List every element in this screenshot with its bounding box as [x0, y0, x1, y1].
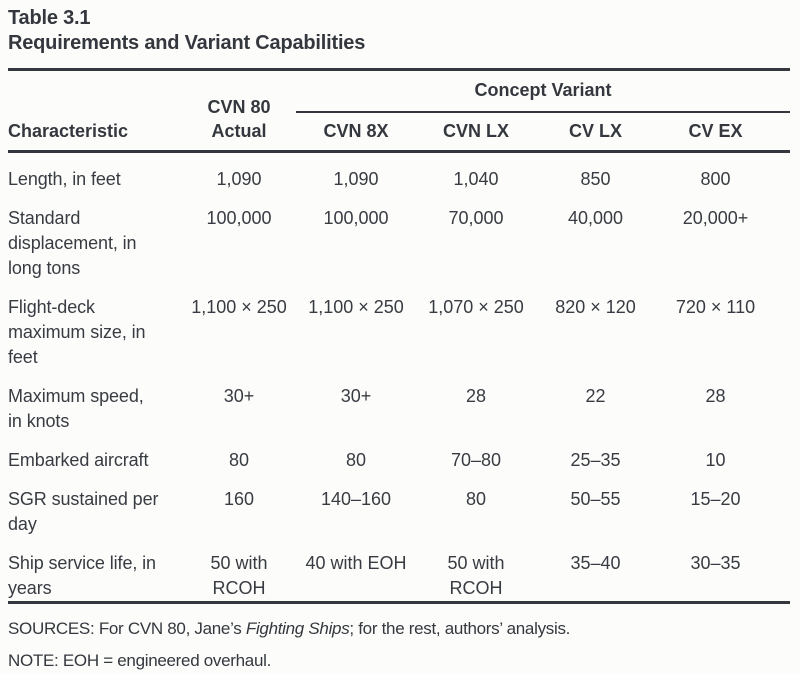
sources-suffix: ; for the rest, authors’ analysis.	[349, 619, 571, 638]
cell-value: 800	[700, 169, 731, 189]
cell-value: 1,100 × 250	[308, 297, 404, 317]
cell-value: 820 × 120	[555, 297, 636, 317]
cell-value: 70,000	[448, 208, 504, 228]
variant-header-cvex: CV EX	[655, 111, 791, 153]
cell-value: 1,090	[333, 169, 379, 189]
cvn80-actual-header: CVN 80 Actual	[182, 69, 296, 153]
row-label: Length, in feet	[8, 169, 121, 189]
table-row: Standard displacement, in long tons 100,…	[8, 192, 790, 281]
cell-value: 80	[465, 489, 487, 509]
sources-italic-title: Fighting Ships	[245, 619, 350, 638]
cell-value: 50 with RCOH	[210, 553, 268, 598]
cell-value: 160	[223, 489, 255, 509]
table-footnotes: SOURCES: For CVN 80, Jane’s Fighting Shi…	[8, 618, 790, 671]
sources-prefix: SOURCES: For CVN 80, Jane’s	[8, 619, 246, 638]
row-label: Embarked aircraft	[8, 450, 149, 470]
table-body: Length, in feet 1,090 1,090 1,040 850 80…	[8, 152, 790, 603]
table-row: SGR sustained per day 160 140–160 80 50–…	[8, 473, 790, 537]
cell-value: 35–40	[570, 553, 621, 573]
table-number: Table 3.1	[8, 7, 91, 29]
table-header: Characteristic CVN 80 Actual Concept Var…	[8, 69, 791, 153]
cell-value: 1,070 × 250	[428, 297, 524, 317]
cell-value: 10	[705, 450, 726, 470]
row-label: SGR sustained per day	[8, 489, 159, 534]
cell-value: 140–160	[320, 489, 392, 509]
cell-value: 1,100 × 250	[191, 297, 287, 317]
variant-header-cvn8x: CVN 8X	[296, 111, 416, 153]
table-row: Maximum speed, in knots 30+ 30+ 28 22 28	[8, 370, 790, 434]
table-caption: Requirements and Variant Capabilities	[8, 32, 366, 54]
cell-value: 20,000+	[682, 208, 749, 228]
cell-value: 25–35	[570, 450, 621, 470]
table-title-block: Table 3.1 Requirements and Variant Capab…	[8, 6, 790, 56]
variant-header-cvlx: CV LX	[536, 111, 655, 153]
cell-value: 15–20	[690, 489, 741, 509]
sources-note: SOURCES: For CVN 80, Jane’s Fighting Shi…	[8, 618, 790, 639]
cell-value: 40,000	[567, 208, 624, 228]
cell-value: 720 × 110	[675, 297, 756, 317]
cell-value: 1,040	[453, 169, 499, 189]
row-label: Ship service life, in years	[8, 553, 156, 598]
spanner-row: Characteristic CVN 80 Actual Concept Var…	[8, 69, 791, 153]
table-row: Length, in feet 1,090 1,090 1,040 850 80…	[8, 152, 790, 193]
note: NOTE: EOH = engineered overhaul.	[8, 651, 272, 670]
cell-value: 40 with EOH	[305, 553, 407, 573]
cell-value: 50 with RCOH	[447, 553, 505, 598]
cell-value: 30–35	[690, 553, 741, 573]
cell-value: 80	[345, 450, 367, 470]
row-label: Standard displacement, in long tons	[8, 208, 137, 278]
cell-value: 100,000	[206, 208, 272, 228]
cell-value: 30+	[223, 386, 255, 406]
concept-variant-spanner: Concept Variant	[296, 69, 791, 113]
cell-value: 70–80	[450, 450, 502, 470]
cell-value: 28	[465, 386, 487, 406]
cell-value: 1,090	[216, 169, 262, 189]
table-row: Flight-deck maximum size, in feet 1,100 …	[8, 281, 790, 370]
variant-header-cvnlx: CVN LX	[416, 111, 536, 153]
row-label: Flight-deck maximum size, in feet	[8, 297, 146, 367]
cell-value: 22	[585, 386, 606, 406]
characteristic-header: Characteristic	[8, 69, 182, 153]
table-row: Embarked aircraft 80 80 70–80 25–35 10	[8, 434, 790, 473]
cell-value: 100,000	[323, 208, 389, 228]
cell-value: 50–55	[570, 489, 621, 509]
row-label: Maximum speed, in knots	[8, 386, 144, 431]
cell-value: 28	[705, 386, 726, 406]
table-row: Ship service life, in years 50 with RCOH…	[8, 537, 790, 603]
cell-value: 850	[580, 169, 611, 189]
requirements-table: Characteristic CVN 80 Actual Concept Var…	[8, 68, 791, 604]
cell-value: 80	[228, 450, 250, 470]
cell-value: 30+	[340, 386, 372, 406]
variant-header-row: CVN 8X CVN LX CV LX CV EX	[8, 111, 791, 153]
